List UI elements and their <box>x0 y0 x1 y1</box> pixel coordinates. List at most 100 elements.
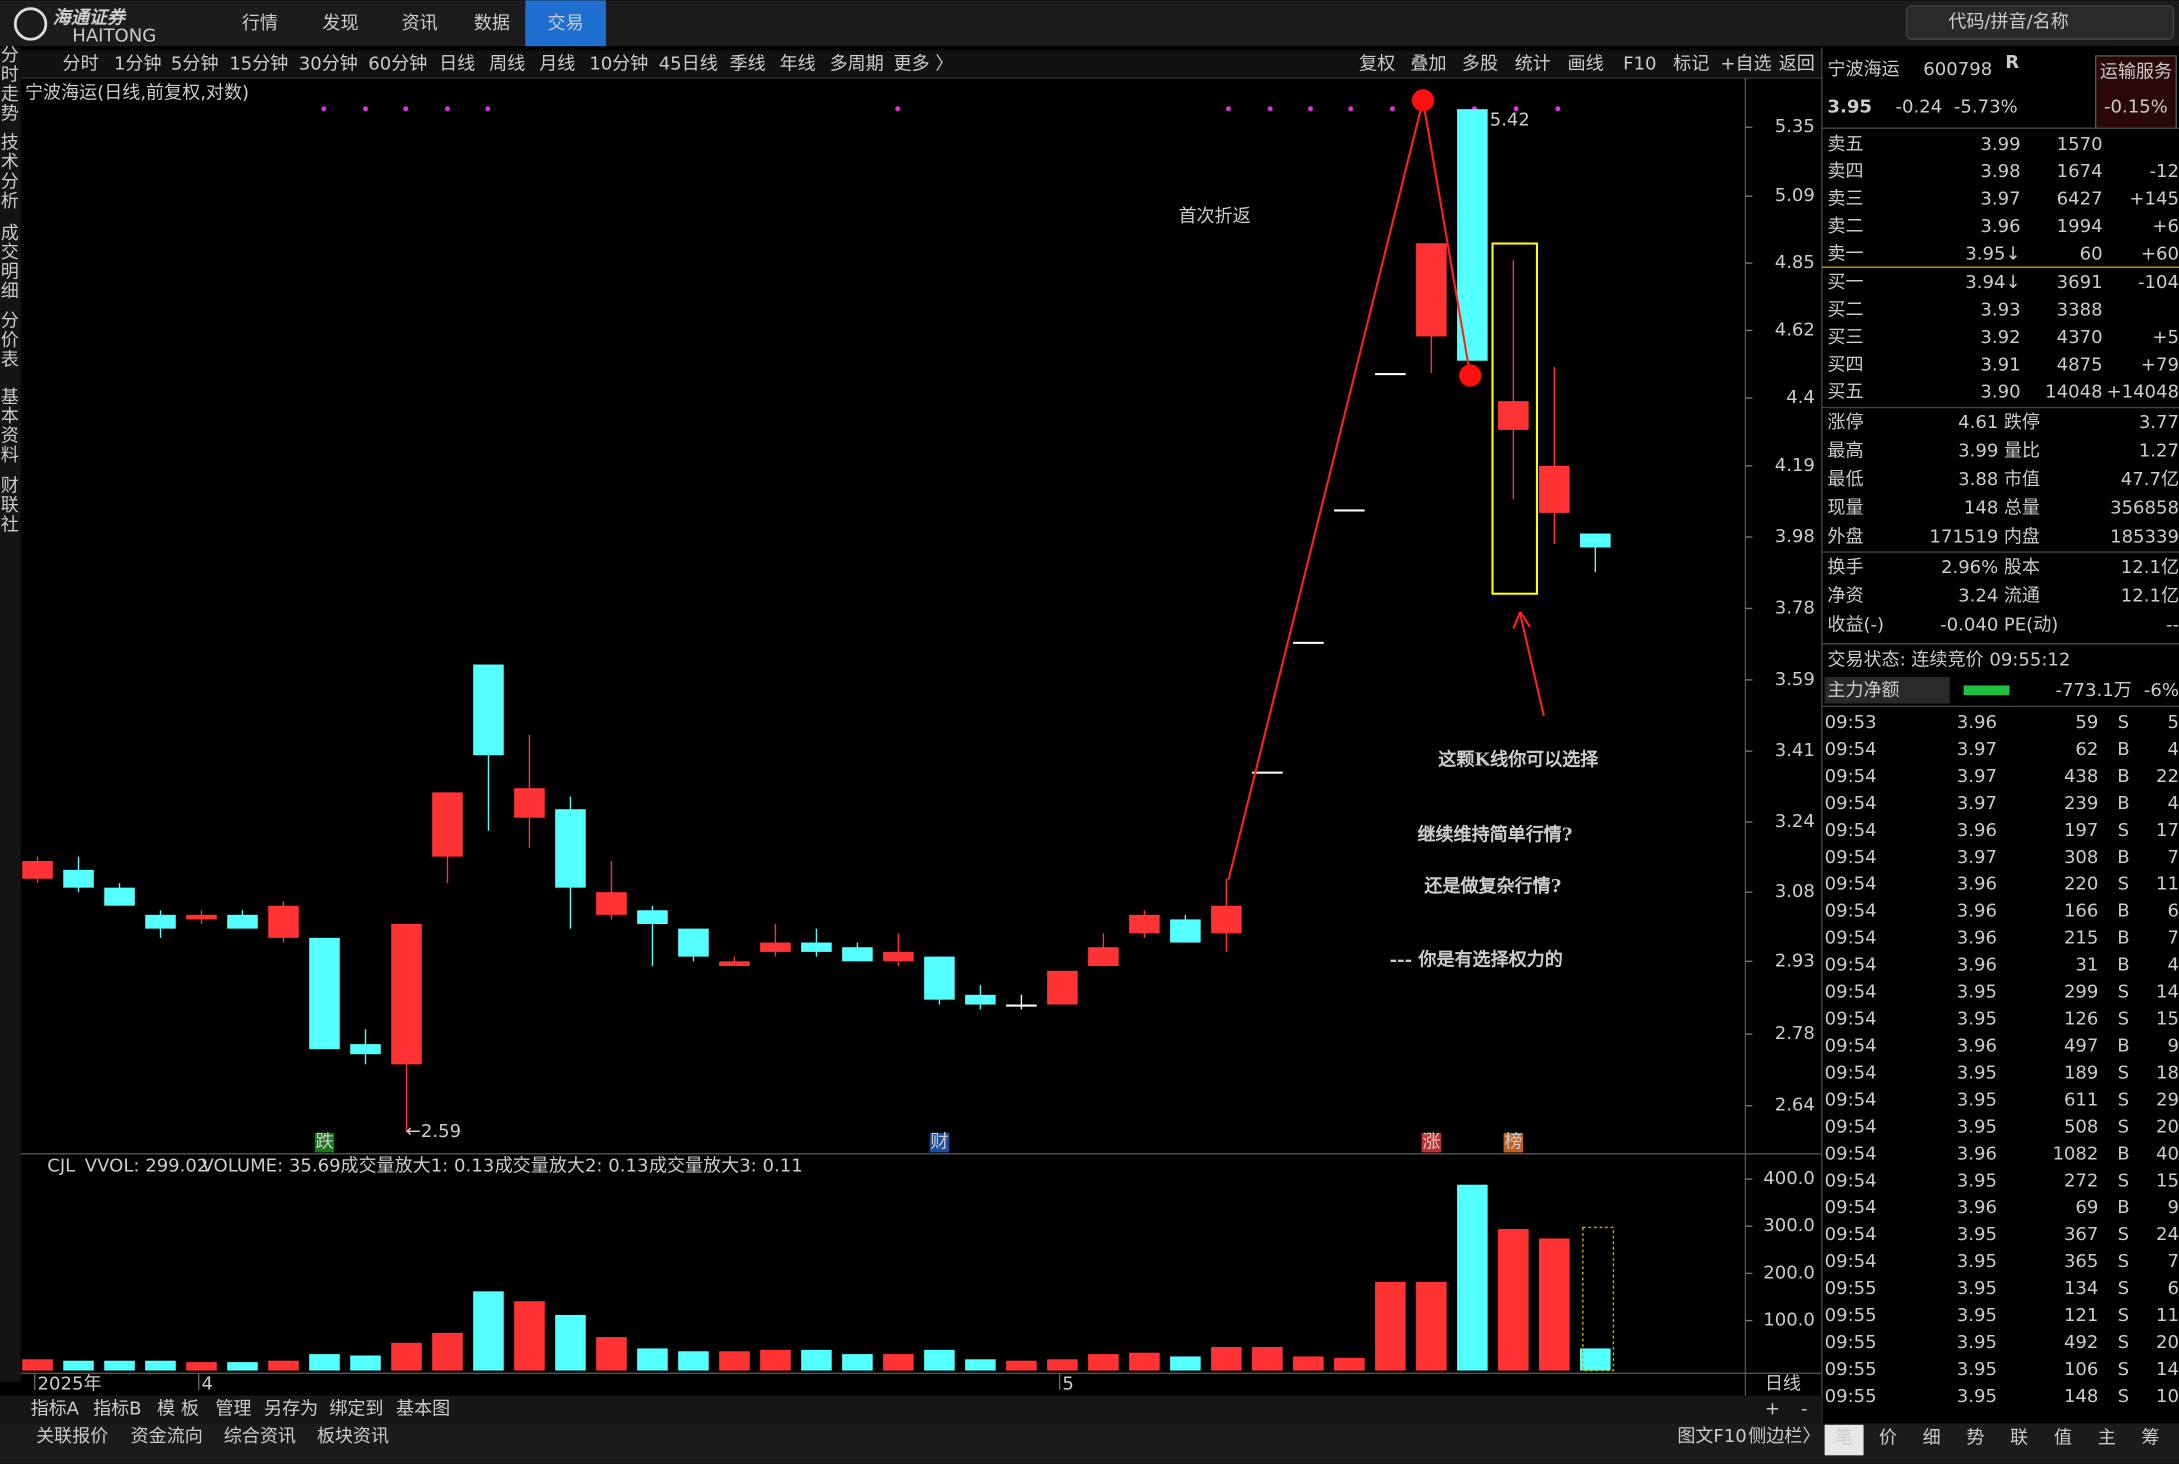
info-tab[interactable]: 关联报价 <box>36 1426 108 1447</box>
side-tab[interactable]: 财 <box>1 476 19 497</box>
book-label: 卖三 <box>1827 189 1863 210</box>
info-tab[interactable]: 资金流向 <box>131 1426 203 1447</box>
book-price: 3.95↓ <box>1965 243 2020 264</box>
menu-item[interactable]: 资讯 <box>402 13 438 34</box>
period-tab[interactable]: 1分钟 <box>114 53 162 74</box>
sector-name[interactable]: 运输服务 <box>2100 62 2172 83</box>
candle-body <box>842 947 873 962</box>
y-tick-label: 4.62 <box>1775 319 1815 340</box>
trade-volume: 189 <box>2064 1062 2098 1083</box>
panel-tab[interactable]: 主 <box>2098 1428 2116 1449</box>
side-tab[interactable]: 社 <box>1 515 19 536</box>
zoom-button[interactable]: - <box>1801 1398 1808 1419</box>
period-tab[interactable]: 15分钟 <box>229 53 288 74</box>
tool-button[interactable]: +自选 <box>1720 53 1771 74</box>
tool-button[interactable]: F10 <box>1623 53 1656 74</box>
indicator-tab[interactable]: 模 板 <box>157 1398 199 1419</box>
trade-price: 3.95 <box>1957 1009 1997 1030</box>
side-tab[interactable]: 基 <box>1 387 19 408</box>
tool-button[interactable]: 统计 <box>1515 53 1551 74</box>
panel-tab[interactable]: 值 <box>2054 1428 2072 1449</box>
info-button[interactable]: 侧边栏〉 <box>1748 1426 1820 1447</box>
sector-box[interactable] <box>2094 55 2177 129</box>
volume-title: CJL <box>47 1155 75 1176</box>
period-tab[interactable]: 60分钟 <box>368 53 427 74</box>
tool-button[interactable]: 复权 <box>1359 53 1395 74</box>
side-tab[interactable]: 分 <box>1 171 19 192</box>
menu-item[interactable]: 数据 <box>474 13 510 34</box>
period-tab[interactable]: 季线 <box>730 53 766 74</box>
menu-item[interactable]: 行情 <box>242 13 278 34</box>
period-tab[interactable]: 年线 <box>780 53 816 74</box>
panel-tab[interactable]: 细 <box>1923 1428 1941 1449</box>
panel-tab[interactable]: 价 <box>1879 1428 1897 1449</box>
period-tab[interactable]: 45日线 <box>659 53 718 74</box>
side-tab[interactable]: 成 <box>1 223 19 244</box>
side-tab[interactable]: 交 <box>1 242 19 263</box>
period-tab[interactable]: 月线 <box>539 53 575 74</box>
volume-bar <box>842 1354 873 1371</box>
trade-side: S <box>2118 1089 2129 1110</box>
side-tab[interactable]: 本 <box>1 406 19 427</box>
side-tab[interactable]: 表 <box>1 349 19 370</box>
side-tab[interactable]: 时 <box>1 64 19 85</box>
panel-tab[interactable]: 联 <box>2010 1428 2028 1449</box>
side-tab[interactable]: 明 <box>1 262 19 283</box>
tool-button[interactable]: 叠加 <box>1411 53 1447 74</box>
indicator-tab[interactable]: 指标A <box>31 1398 80 1419</box>
info-tab[interactable]: 综合资讯 <box>224 1426 296 1447</box>
side-tab[interactable]: 价 <box>1 330 19 351</box>
side-tab[interactable]: 势 <box>1 103 19 124</box>
trade-price: 3.96 <box>1957 820 1997 841</box>
period-tab[interactable]: 周线 <box>489 53 525 74</box>
period-tab[interactable]: 5分钟 <box>171 53 219 74</box>
stat-label: 现量 <box>1827 498 1863 519</box>
side-tab[interactable]: 联 <box>1 495 19 516</box>
info-tab[interactable]: 板块资讯 <box>317 1426 389 1447</box>
side-tab[interactable]: 术 <box>1 152 19 173</box>
period-tab[interactable]: 分时 <box>63 53 99 74</box>
trade-volume: 220 <box>2064 874 2098 895</box>
trade-count: 29 <box>2156 1089 2179 1110</box>
period-tab[interactable]: 30分钟 <box>299 53 358 74</box>
candle-body <box>596 892 627 915</box>
info-button[interactable]: 图文F10 <box>1677 1426 1746 1447</box>
panel-tab[interactable]: 势 <box>1966 1428 1984 1449</box>
period-tab[interactable]: 10分钟 <box>589 53 648 74</box>
trade-count: 9 <box>2168 1197 2179 1218</box>
side-tab[interactable]: 析 <box>1 191 19 212</box>
menu-item[interactable]: 交易 <box>548 13 584 34</box>
side-tab[interactable]: 分 <box>1 45 19 66</box>
zoom-button[interactable]: + <box>1765 1398 1780 1419</box>
side-tab[interactable]: 走 <box>1 84 19 105</box>
panel-tab[interactable]: 筹 <box>2141 1428 2159 1449</box>
side-tab[interactable]: 分 <box>1 310 19 331</box>
indicator-tab[interactable]: 指标B <box>93 1398 141 1419</box>
volume-bar <box>883 1354 914 1371</box>
indicator-tab[interactable]: 基本图 <box>396 1398 450 1419</box>
side-tab[interactable]: 技 <box>1 132 19 153</box>
volume-bar <box>63 1360 94 1371</box>
panel-tab[interactable]: 笔 <box>1835 1428 1853 1449</box>
period-tab[interactable]: 多周期 <box>830 53 884 74</box>
trade-count: 6 <box>2168 1278 2179 1299</box>
period-tab[interactable]: 更多 〉 <box>894 53 954 74</box>
tool-button[interactable]: 标记 <box>1673 53 1709 74</box>
trend-line <box>1227 100 1425 881</box>
tool-button[interactable]: 多股 <box>1462 53 1498 74</box>
side-tab[interactable]: 料 <box>1 445 19 466</box>
indicator-tab[interactable]: 另存为 <box>264 1398 318 1419</box>
indicator-tab[interactable]: 管理 <box>215 1398 251 1419</box>
indicator-tab[interactable]: 绑定到 <box>329 1398 383 1419</box>
side-tab[interactable]: 细 <box>1 281 19 302</box>
tool-button[interactable]: 画线 <box>1568 53 1604 74</box>
period-tab[interactable]: 日线 <box>439 53 475 74</box>
candle-body <box>350 1044 381 1055</box>
menu-item[interactable]: 发现 <box>322 13 358 34</box>
side-tab[interactable]: 资 <box>1 426 19 447</box>
search-box[interactable] <box>1905 5 2175 40</box>
book-change: -12 <box>2150 161 2179 182</box>
tool-button[interactable]: 返回 <box>1779 53 1815 74</box>
book-volume: 3691 <box>2057 272 2103 293</box>
event-label: 涨 <box>1422 1132 1440 1153</box>
